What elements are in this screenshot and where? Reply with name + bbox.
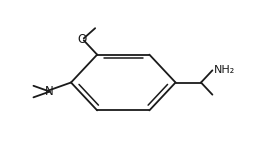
Text: NH₂: NH₂: [214, 65, 235, 75]
Text: N: N: [45, 85, 54, 98]
Text: O: O: [78, 33, 87, 46]
